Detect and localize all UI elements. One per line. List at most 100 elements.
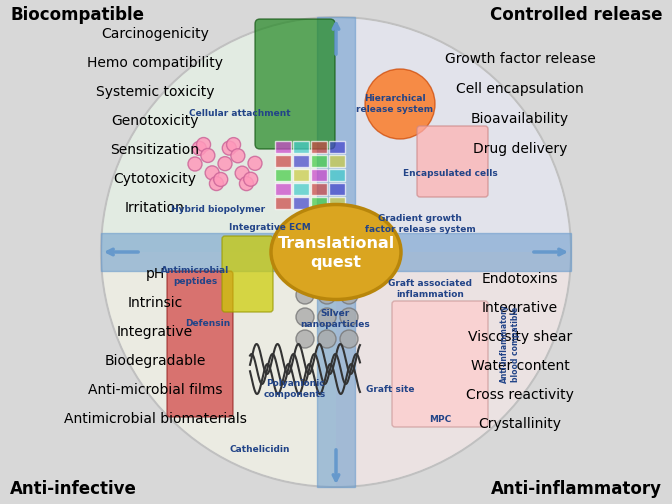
- Bar: [329, 141, 345, 153]
- Bar: [275, 155, 291, 167]
- Bar: [293, 183, 309, 195]
- Text: Anti-inflammatory: Anti-inflammatory: [491, 480, 662, 498]
- Text: Hemo compatibility: Hemo compatibility: [87, 56, 223, 70]
- Text: Endotoxins: Endotoxins: [482, 272, 558, 286]
- Circle shape: [318, 308, 336, 326]
- Bar: [329, 183, 345, 195]
- Bar: [311, 155, 327, 167]
- Bar: [293, 197, 309, 209]
- Text: MPC: MPC: [429, 414, 451, 423]
- Circle shape: [201, 149, 215, 162]
- Circle shape: [231, 149, 245, 163]
- Text: Cathelicidin: Cathelicidin: [230, 445, 290, 454]
- FancyBboxPatch shape: [255, 19, 335, 149]
- Bar: [275, 141, 291, 153]
- Circle shape: [205, 166, 219, 180]
- Text: Anti-microbial films: Anti-microbial films: [88, 383, 222, 397]
- Text: Genotoxicity: Genotoxicity: [112, 114, 199, 128]
- Circle shape: [318, 286, 336, 304]
- Bar: [275, 183, 291, 195]
- Circle shape: [210, 176, 223, 191]
- Text: Cytotoxicity: Cytotoxicity: [114, 172, 196, 186]
- Text: Graft associated
inflammation: Graft associated inflammation: [388, 279, 472, 299]
- Circle shape: [248, 156, 262, 170]
- Wedge shape: [336, 252, 570, 486]
- Text: Drug delivery: Drug delivery: [473, 142, 567, 156]
- Text: Integrative: Integrative: [482, 301, 558, 315]
- Text: Anti-inflammatory
blood compatible: Anti-inflammatory blood compatible: [500, 304, 519, 384]
- Text: Viscosity shear: Viscosity shear: [468, 330, 572, 344]
- Text: pH: pH: [145, 267, 165, 281]
- Text: Intrinsic: Intrinsic: [128, 296, 183, 310]
- Wedge shape: [336, 18, 570, 252]
- Text: Hybrid biopolymer: Hybrid biopolymer: [171, 205, 265, 214]
- Bar: [329, 197, 345, 209]
- Text: quest: quest: [310, 255, 362, 270]
- Wedge shape: [102, 252, 336, 486]
- Text: Integrative ECM: Integrative ECM: [229, 223, 311, 232]
- Wedge shape: [102, 18, 336, 252]
- Circle shape: [296, 308, 314, 326]
- Text: Irritation: Irritation: [125, 201, 185, 215]
- Circle shape: [340, 286, 358, 304]
- FancyBboxPatch shape: [417, 126, 488, 197]
- FancyBboxPatch shape: [392, 301, 488, 427]
- Bar: [311, 169, 327, 181]
- FancyArrow shape: [101, 233, 571, 271]
- FancyArrow shape: [317, 17, 355, 487]
- Text: Bioavailability: Bioavailability: [471, 112, 569, 126]
- Ellipse shape: [271, 205, 401, 299]
- Circle shape: [226, 138, 241, 152]
- Bar: [293, 155, 309, 167]
- Text: Encapsulated cells: Encapsulated cells: [403, 169, 497, 178]
- Circle shape: [239, 176, 253, 191]
- Circle shape: [192, 141, 206, 155]
- Text: Biocompatible: Biocompatible: [10, 6, 144, 24]
- Text: Integrative: Integrative: [117, 325, 193, 339]
- FancyBboxPatch shape: [167, 271, 233, 417]
- Text: Graft site: Graft site: [366, 385, 414, 394]
- Bar: [275, 169, 291, 181]
- Text: Antimicrobial biomaterials: Antimicrobial biomaterials: [64, 412, 247, 426]
- Circle shape: [296, 330, 314, 348]
- Text: Crystallinity: Crystallinity: [478, 417, 562, 431]
- Circle shape: [296, 286, 314, 304]
- Bar: [311, 141, 327, 153]
- Text: Cross reactivity: Cross reactivity: [466, 388, 574, 402]
- Bar: [311, 197, 327, 209]
- Text: Controlled release: Controlled release: [489, 6, 662, 24]
- Circle shape: [340, 330, 358, 348]
- Text: Antimicrobial
peptides: Antimicrobial peptides: [161, 266, 229, 286]
- Text: Growth factor release: Growth factor release: [445, 52, 595, 66]
- Text: Silver
nanoparticles: Silver nanoparticles: [300, 309, 370, 329]
- Bar: [329, 155, 345, 167]
- Bar: [311, 183, 327, 195]
- Text: Translational: Translational: [278, 236, 394, 251]
- Circle shape: [222, 141, 237, 155]
- Circle shape: [244, 172, 258, 186]
- Circle shape: [197, 138, 210, 152]
- Circle shape: [218, 157, 232, 171]
- Circle shape: [340, 308, 358, 326]
- Text: Hierarchical
release system: Hierarchical release system: [356, 94, 433, 114]
- Text: Biodegradable: Biodegradable: [104, 354, 206, 368]
- Bar: [329, 169, 345, 181]
- Circle shape: [101, 17, 571, 487]
- Bar: [293, 169, 309, 181]
- Circle shape: [188, 157, 202, 171]
- Text: Gradient growth
factor release system: Gradient growth factor release system: [365, 214, 475, 234]
- Text: Carcinogenicity: Carcinogenicity: [101, 27, 209, 41]
- Circle shape: [235, 166, 249, 180]
- Text: Defensin: Defensin: [185, 320, 230, 329]
- Circle shape: [214, 172, 228, 186]
- Text: Cell encapsulation: Cell encapsulation: [456, 82, 584, 96]
- Text: Systemic toxicity: Systemic toxicity: [95, 85, 214, 99]
- Text: Polyanionic
components: Polyanionic components: [264, 380, 326, 399]
- Text: Sensitization: Sensitization: [110, 143, 200, 157]
- Bar: [275, 197, 291, 209]
- Text: Cellular attachment: Cellular attachment: [190, 109, 291, 118]
- Circle shape: [318, 330, 336, 348]
- Circle shape: [365, 69, 435, 139]
- Text: Water content: Water content: [470, 359, 569, 373]
- Text: Anti-infective: Anti-infective: [10, 480, 137, 498]
